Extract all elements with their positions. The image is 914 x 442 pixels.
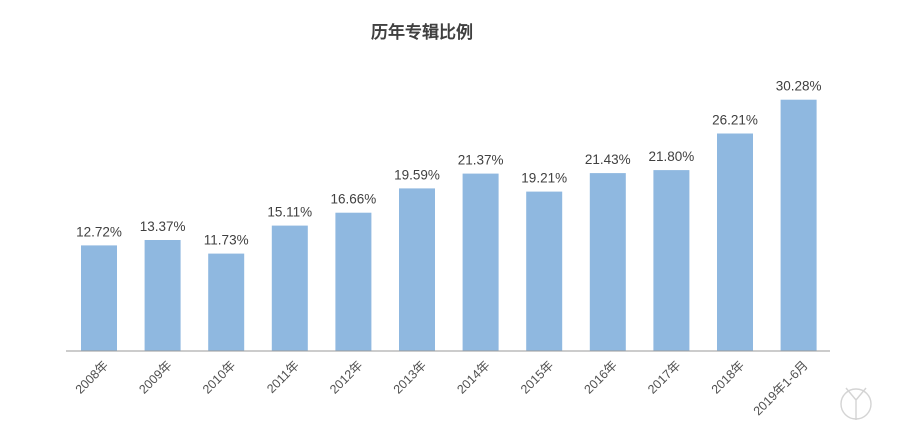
bar-6 — [462, 173, 499, 351]
bar-10 — [717, 133, 753, 351]
bar-3 — [271, 225, 308, 351]
value-label-4: 16.66% — [331, 192, 377, 207]
bar-9 — [653, 170, 690, 351]
value-label-7: 19.21% — [521, 171, 567, 186]
bar-7 — [526, 191, 563, 351]
value-label-9: 21.80% — [649, 149, 695, 164]
x-tick-label-4: 2012年 — [327, 358, 365, 396]
value-label-2: 11.73% — [204, 233, 249, 248]
bar-4 — [335, 212, 372, 351]
x-tick-label-6: 2014年 — [454, 358, 492, 396]
bars-group — [81, 99, 817, 351]
x-tick-label-3: 2011年 — [264, 358, 302, 396]
value-labels-group: 12.72% 13.37% 11.73% 15.11% 16.66% 19.59% 21.3… — [76, 79, 821, 248]
x-tick-label-1: 2009年 — [136, 358, 174, 396]
x-tick-labels-group: 2008年 2009年 2010年 2011年 2012年 2013年 2014年 2015年… — [73, 358, 811, 418]
value-label-0: 12.72% — [76, 224, 122, 239]
value-label-3: 15.11% — [267, 205, 312, 220]
bar-11 — [780, 99, 817, 351]
x-tick-label-10: 2018年 — [709, 358, 747, 396]
value-label-11: 30.28% — [776, 79, 822, 94]
value-label-1: 13.37% — [140, 219, 186, 234]
value-label-10: 26.21% — [712, 113, 758, 128]
value-label-8: 21.43% — [585, 152, 631, 167]
x-tick-label-2: 2010年 — [200, 358, 238, 396]
chart-title: 历年专辑比例 — [371, 22, 473, 43]
bar-2 — [208, 253, 245, 351]
bar-5 — [399, 188, 435, 351]
watermark-logo — [840, 387, 872, 420]
value-label-6: 21.37% — [458, 153, 504, 168]
x-tick-label-0: 2008年 — [73, 358, 111, 396]
bar-1 — [144, 240, 181, 351]
value-label-5: 19.59% — [394, 167, 440, 182]
x-tick-label-5: 2013年 — [391, 358, 429, 396]
x-tick-label-8: 2016年 — [582, 358, 620, 396]
x-tick-label-7: 2015年 — [518, 358, 556, 396]
bar-8 — [589, 173, 626, 351]
bar-0 — [81, 245, 117, 351]
x-tick-label-9: 2017年 — [645, 358, 683, 396]
x-tick-label-11: 2019年1-6月 — [751, 358, 811, 418]
